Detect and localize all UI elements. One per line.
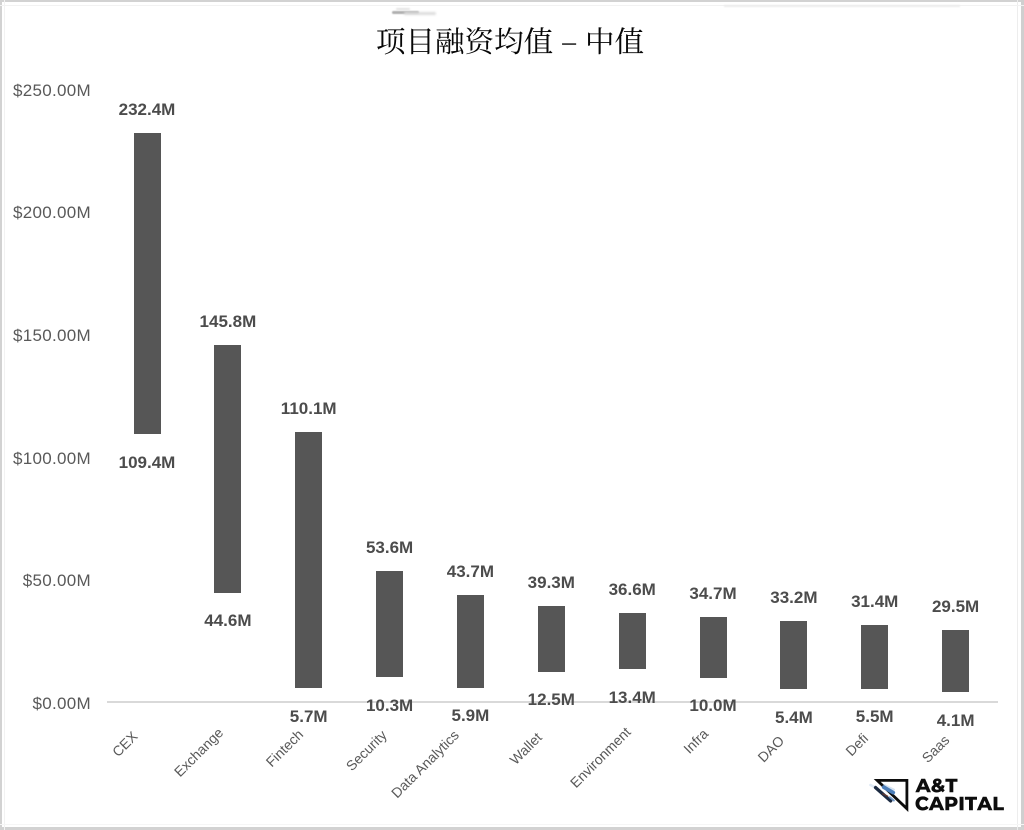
svg-text:Infra: Infra	[680, 725, 711, 756]
svg-text:DAO: DAO	[754, 732, 787, 765]
svg-text:Fintech: Fintech	[263, 726, 307, 770]
svg-text:Data Analytics: Data Analytics	[388, 727, 462, 801]
svg-text:Security: Security	[343, 727, 390, 774]
svg-text:Saas: Saas	[919, 732, 953, 766]
svg-text:Defi: Defi	[842, 730, 871, 759]
svg-text:Exchange: Exchange	[171, 724, 226, 779]
svg-text:CEX: CEX	[109, 728, 141, 760]
svg-text:Environment: Environment	[567, 724, 634, 791]
svg-text:Wallet: Wallet	[506, 729, 545, 768]
